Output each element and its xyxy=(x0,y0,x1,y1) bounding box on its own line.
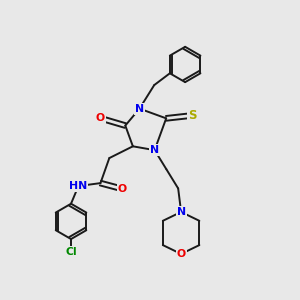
Text: O: O xyxy=(176,249,186,259)
Text: HN: HN xyxy=(69,181,88,191)
Text: O: O xyxy=(96,113,105,123)
Text: N: N xyxy=(176,207,186,217)
Text: S: S xyxy=(188,109,197,122)
Text: O: O xyxy=(118,184,127,194)
Text: N: N xyxy=(135,103,144,114)
Text: Cl: Cl xyxy=(65,247,77,257)
Text: N: N xyxy=(150,145,159,155)
